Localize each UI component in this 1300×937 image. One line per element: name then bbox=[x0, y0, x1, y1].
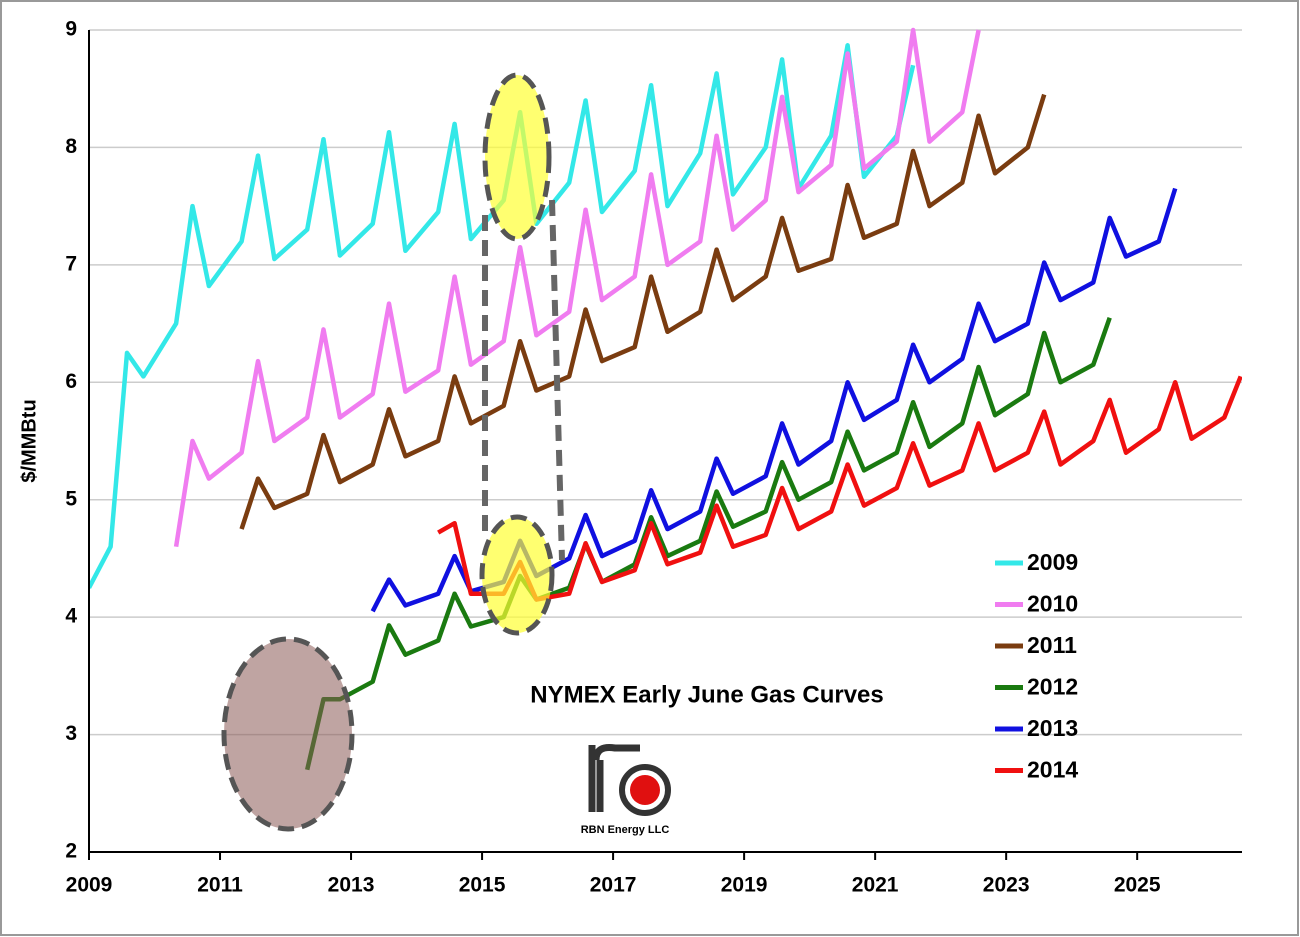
y-tick-label: 2 bbox=[65, 840, 77, 863]
x-tick-label: 2015 bbox=[459, 874, 506, 897]
series-line bbox=[305, 316, 1112, 771]
x-tick-label: 2009 bbox=[66, 874, 113, 897]
y-tick-label: 9 bbox=[65, 18, 77, 41]
x-tick-label: 2017 bbox=[590, 874, 637, 897]
y-tick-label: 8 bbox=[65, 135, 77, 158]
series-line bbox=[437, 375, 1242, 602]
y-tick-label: 4 bbox=[65, 605, 77, 628]
legend-label: 2012 bbox=[1027, 674, 1078, 700]
legend-label: 2013 bbox=[1027, 715, 1078, 741]
logo: RBN Energy LLC bbox=[581, 744, 671, 836]
x-tick-label: 2013 bbox=[328, 874, 375, 897]
highlight-ellipse bbox=[479, 514, 555, 636]
legend-label: 2009 bbox=[1027, 549, 1078, 575]
highlight-ellipse bbox=[221, 636, 355, 832]
series-line bbox=[239, 93, 1047, 530]
y-tick-label: 3 bbox=[65, 722, 77, 745]
logo-mark bbox=[630, 775, 660, 805]
chart-title: NYMEX Early June Gas Curves bbox=[530, 681, 883, 708]
y-tick-label: 5 bbox=[65, 487, 77, 510]
logo-mark bbox=[588, 744, 640, 812]
y-tick-label: 6 bbox=[65, 370, 77, 393]
legend-label: 2010 bbox=[1027, 591, 1078, 617]
highlight-ellipse bbox=[482, 72, 552, 242]
connector bbox=[549, 199, 565, 561]
y-axis-label: $/MMBtu bbox=[18, 399, 40, 482]
x-tick-label: 2023 bbox=[983, 874, 1030, 897]
x-tick-label: 2019 bbox=[721, 874, 768, 897]
y-tick-label: 7 bbox=[65, 252, 77, 275]
logo-text: RBN Energy LLC bbox=[581, 824, 670, 836]
legend-label: 2011 bbox=[1027, 632, 1077, 658]
logo-mark bbox=[619, 764, 671, 816]
x-tick-label: 2011 bbox=[197, 874, 243, 897]
highlights bbox=[221, 72, 565, 832]
series-line bbox=[173, 27, 981, 548]
x-tick-label: 2021 bbox=[852, 874, 899, 897]
legend-label: 2014 bbox=[1027, 757, 1078, 783]
x-tick-label: 2025 bbox=[1114, 874, 1161, 897]
